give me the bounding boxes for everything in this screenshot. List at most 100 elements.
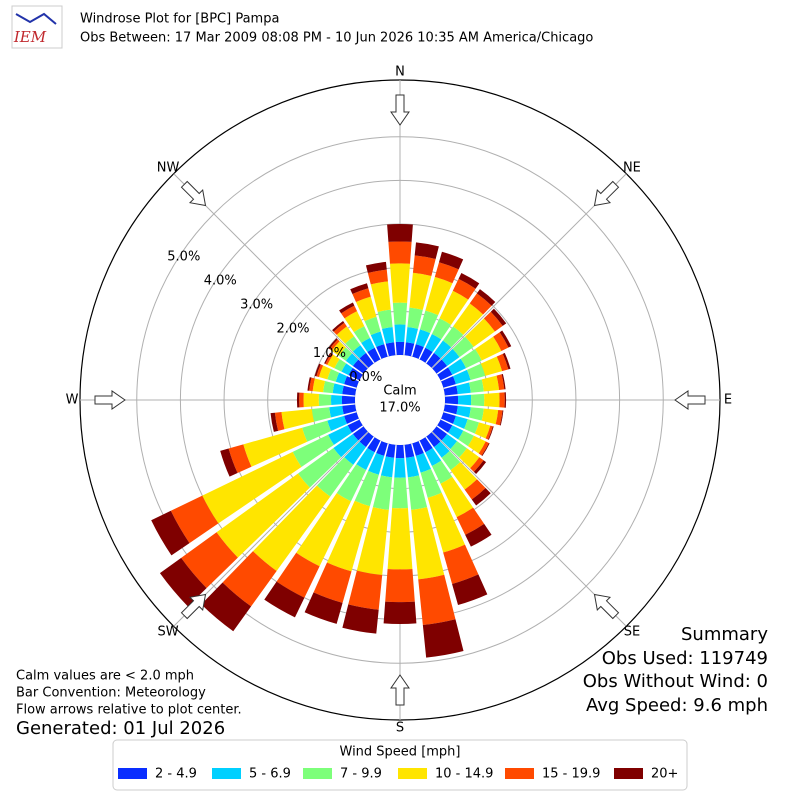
wind-bar-segment	[316, 457, 354, 497]
wind-bar-segment	[352, 288, 371, 303]
wind-bar-segment	[452, 278, 476, 300]
legend-title: Wind Speed [mph]	[340, 745, 461, 760]
flow-arrow	[390, 674, 410, 706]
legend-label: 20+	[651, 767, 678, 782]
wind-bar-segment	[344, 412, 359, 424]
wind-bar-segment	[151, 510, 190, 556]
wind-bar-segment	[299, 392, 304, 408]
wind-bar-segment	[333, 322, 347, 335]
wind-bar-segment	[345, 353, 359, 367]
wind-bar-segment	[425, 448, 442, 467]
wind-bar-segment	[335, 372, 348, 385]
summary-line: Summary	[681, 624, 768, 645]
wind-bar-segment	[465, 523, 492, 547]
calm-label: Calm	[383, 384, 416, 399]
wind-bar-segment	[341, 395, 356, 405]
wind-bar-segment	[420, 468, 442, 498]
wind-bar-segment	[419, 437, 433, 453]
wind-bar-segment	[385, 568, 415, 603]
legend-swatch	[614, 768, 643, 779]
wind-bar-segment	[376, 344, 388, 359]
wind-bar-segment	[483, 311, 503, 332]
wind-bar-segment	[465, 318, 495, 347]
wind-bar-segment	[419, 347, 433, 363]
wind-bar-segment	[412, 441, 424, 456]
compass-label: E	[724, 393, 732, 408]
wind-bar-segment	[352, 359, 368, 374]
wind-bar-segment	[385, 342, 396, 357]
wind-bar-segment	[274, 412, 285, 431]
wind-bar-segment	[425, 333, 442, 352]
wind-bar-segment	[311, 407, 331, 422]
legend-swatch	[212, 768, 241, 779]
wind-bar-segment	[332, 383, 344, 395]
wind-bar-segment	[276, 552, 320, 598]
wind-bar-segment	[459, 448, 480, 469]
wind-bar-segment	[312, 378, 326, 393]
compass-label: SW	[158, 624, 179, 639]
wind-bar-segment	[159, 557, 207, 607]
wind-bar-segment	[474, 422, 491, 439]
wind-bar-segment	[432, 359, 448, 374]
wind-bar-segment	[281, 408, 315, 430]
legend-label: 10 - 14.9	[435, 767, 493, 782]
wind-bar-segment	[345, 336, 361, 352]
chart-title: Windrose Plot for [BPC] Pampa	[80, 12, 279, 27]
wind-bar-segment	[504, 392, 507, 408]
legend-swatch	[398, 768, 427, 779]
wind-bar-segment	[344, 376, 359, 388]
wind-bar-segment	[389, 263, 411, 303]
wind-bar-segment	[452, 574, 488, 606]
wind-bar-segment	[427, 492, 465, 553]
compass-label: NW	[157, 161, 180, 176]
flow-arrow	[94, 390, 126, 410]
wind-bar-segment	[412, 255, 436, 276]
wind-bar-segment	[431, 318, 452, 340]
wind-bar-segment	[201, 582, 252, 632]
wind-bar-segment	[412, 344, 424, 359]
wind-bar-segment	[270, 412, 279, 432]
wind-bar-segment	[383, 601, 417, 624]
wind-bar-segment	[352, 426, 368, 441]
wind-bar-segment	[352, 345, 367, 359]
wind-bar-segment	[314, 363, 321, 377]
generated: Generated: 01 Jul 2026	[16, 718, 225, 739]
legend-box	[112, 739, 688, 791]
note: Flow arrows relative to plot center.	[16, 703, 242, 718]
grid-spoke	[173, 173, 401, 401]
wind-bar-segment	[464, 419, 480, 434]
wind-bar-segment	[342, 385, 357, 396]
wind-bar-segment	[368, 452, 385, 475]
wind-bar-segment	[355, 296, 377, 322]
wind-bar-segment	[327, 354, 340, 369]
wind-bar-segment	[370, 281, 391, 312]
wind-bar-segment	[496, 353, 509, 372]
wind-bar-segment	[488, 426, 494, 440]
wind-bar-segment	[452, 415, 468, 429]
wind-bar-segment	[243, 427, 308, 467]
compass-label: SE	[624, 624, 640, 639]
wind-bar-segment	[450, 461, 478, 490]
wind-bar-segment	[220, 448, 238, 477]
wind-bar-segment	[485, 425, 493, 440]
wind-bar-segment	[469, 379, 484, 393]
wind-bar-segment	[404, 443, 415, 458]
wind-bar-segment	[334, 359, 347, 372]
wind-bar-segment	[481, 442, 490, 456]
r-tick-label: 5.0%	[167, 249, 200, 264]
wind-bar-segment	[361, 337, 375, 352]
wind-bar-segment	[394, 457, 406, 478]
wind-bar-segment	[431, 460, 453, 484]
wind-bar-segment	[415, 329, 431, 348]
wind-bar-segment	[388, 241, 412, 264]
wind-bar-segment	[318, 394, 332, 406]
wind-bar-segment	[456, 507, 485, 535]
wind-bar-segment	[484, 392, 500, 408]
wind-bar-segment	[342, 404, 357, 415]
wind-bar-segment	[437, 367, 453, 381]
wind-bar-segment	[359, 432, 374, 448]
wind-bar-segment	[367, 347, 381, 363]
wind-bar-segment	[470, 393, 485, 407]
wind-bar-segment	[303, 392, 319, 408]
wind-bar-segment	[307, 377, 312, 391]
